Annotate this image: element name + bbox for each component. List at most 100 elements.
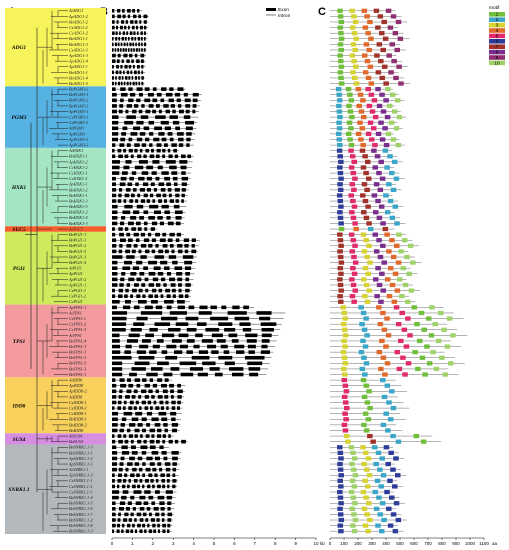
exon-block xyxy=(135,411,143,416)
motif-box xyxy=(349,210,355,215)
exon-block xyxy=(146,411,153,416)
exon-block xyxy=(157,523,160,528)
clade-block-tps1 xyxy=(5,304,106,378)
exon-block xyxy=(112,165,120,170)
exon-block xyxy=(153,210,161,215)
exon-block xyxy=(133,305,140,310)
motif-box xyxy=(383,142,390,148)
motif-box xyxy=(351,254,357,260)
motif-box xyxy=(406,271,412,276)
motif-box xyxy=(363,42,370,47)
exon-block xyxy=(120,87,126,91)
motif-box xyxy=(384,114,391,120)
exon-block xyxy=(187,154,192,159)
exon-block xyxy=(171,406,176,410)
motif-box xyxy=(384,277,391,282)
exon-block xyxy=(174,266,183,270)
exon-block xyxy=(165,160,176,164)
motif-box xyxy=(376,495,382,500)
panel-c-label: C xyxy=(318,6,326,18)
exon-block xyxy=(112,120,119,125)
exon-block xyxy=(112,378,116,382)
exon-block xyxy=(135,400,139,405)
motif-box xyxy=(390,187,397,192)
exon-block xyxy=(130,193,135,198)
exon-block xyxy=(175,221,181,226)
motif-box xyxy=(336,120,342,125)
exon-block xyxy=(165,92,173,97)
exon-block xyxy=(112,417,118,422)
motif-box xyxy=(363,495,369,500)
exon-block xyxy=(175,216,182,220)
motif-box xyxy=(412,350,418,355)
exon-block xyxy=(118,473,123,478)
exon-block xyxy=(130,529,134,533)
motif-axis-tick-label: 800 xyxy=(438,541,446,546)
exon-block xyxy=(148,283,155,287)
exon-block xyxy=(127,14,131,19)
exon-block xyxy=(130,132,138,136)
exon-block xyxy=(126,283,130,287)
exon-block xyxy=(158,249,164,254)
exon-block xyxy=(112,227,115,231)
motif-box xyxy=(363,170,369,176)
exon-block xyxy=(125,76,128,80)
exon-block xyxy=(172,428,178,433)
exon-block xyxy=(112,132,119,136)
exon-block xyxy=(149,439,155,444)
motif-box xyxy=(361,210,367,215)
exon-block xyxy=(145,249,150,254)
exon-block xyxy=(134,361,150,366)
exon-block xyxy=(218,322,233,326)
exon-block xyxy=(121,495,127,500)
motif-box xyxy=(337,294,343,299)
exon-block xyxy=(162,484,166,489)
exon-block xyxy=(154,255,164,259)
exon-block xyxy=(123,165,130,170)
exon-block xyxy=(129,81,132,86)
exon-block xyxy=(119,389,123,394)
exon-block xyxy=(141,389,147,394)
exon-block xyxy=(137,456,143,461)
motif-box xyxy=(337,266,344,271)
exon-block xyxy=(112,36,114,41)
exon-block xyxy=(144,406,149,410)
exon-block xyxy=(140,232,146,237)
exon-block xyxy=(143,266,148,270)
exon-block xyxy=(131,171,137,175)
exon-block xyxy=(112,176,116,181)
exon-block xyxy=(164,266,170,270)
exon-block xyxy=(140,31,143,35)
exon-block xyxy=(137,154,142,159)
exon-block xyxy=(132,523,135,528)
exon-block xyxy=(138,355,155,360)
motif-box xyxy=(381,260,388,265)
exon-block xyxy=(125,48,127,52)
exon-block xyxy=(161,518,165,522)
gene-label-a: ApPGI1 xyxy=(68,271,83,276)
exon-block xyxy=(185,109,190,114)
exon-block xyxy=(149,378,154,382)
exon-block xyxy=(126,31,129,35)
motif-box xyxy=(404,299,411,304)
motif-box xyxy=(376,215,383,220)
exon-block xyxy=(130,216,137,220)
motif-box xyxy=(442,372,448,377)
exon-block xyxy=(140,53,145,58)
motif-box xyxy=(375,70,382,75)
exon-block xyxy=(159,238,166,243)
exon-block xyxy=(144,490,151,494)
exon-block xyxy=(126,389,132,394)
gene-label-a: ApPGI1-1 xyxy=(68,282,86,287)
motif-box xyxy=(352,473,359,478)
motif-box xyxy=(337,238,344,243)
motif-box xyxy=(378,484,385,489)
exon-block xyxy=(140,199,146,203)
exon-block xyxy=(112,395,117,399)
exon-block xyxy=(157,484,161,489)
exon-block xyxy=(139,132,146,136)
motif-box xyxy=(395,19,402,25)
exon-block xyxy=(179,344,188,349)
exon-block xyxy=(118,188,123,192)
exon-block xyxy=(165,467,171,472)
